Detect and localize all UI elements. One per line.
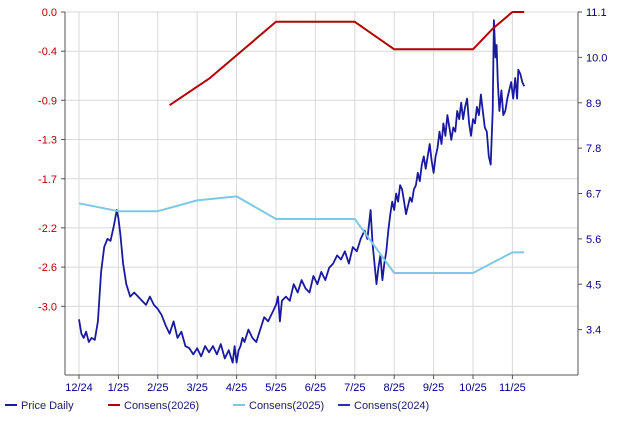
series-line-consens-2026 [169, 11, 525, 107]
x-tick-label: 10/25 [459, 382, 487, 394]
x-tick-label: 11/25 [499, 382, 526, 394]
left-tick-label: -3.0 [38, 301, 57, 313]
grid-lines [65, 11, 578, 375]
legend-label-price-daily: Price Daily [21, 400, 74, 412]
left-tick-label: 0.0 [42, 7, 57, 19]
x-tick-label: 12/24 [65, 382, 93, 394]
x-tick-label: 6/25 [305, 382, 326, 394]
left-tick-label: -2.2 [38, 223, 57, 235]
left-tick-label: -2.6 [38, 262, 57, 274]
x-tick-label: 8/25 [383, 382, 404, 394]
x-tick-label: 7/25 [344, 382, 365, 394]
right-tick-label: 10.0 [586, 52, 607, 64]
right-tick-label: 8.9 [586, 98, 601, 110]
right-tick-label: 6.7 [586, 189, 601, 201]
left-tick-label: -0.4 [38, 46, 57, 58]
series-line-consens-2025 [78, 195, 525, 274]
legend-label-consens-2026: Consens(2026) [124, 400, 199, 412]
left-tick-label: -1.7 [38, 174, 57, 186]
x-tick-label: 4/25 [226, 382, 247, 394]
right-tick-label: 3.4 [586, 325, 601, 337]
plot-area [65, 12, 578, 375]
right-tick-label: 5.6 [586, 234, 601, 246]
right-tick-label: 11.1 [586, 7, 607, 19]
left-tick-label: -0.9 [38, 95, 57, 107]
right-tick-label: 4.5 [586, 279, 601, 291]
axes: 0.0 -0.4 -0.9 -1.3 -1.7 -2.2 -2.6 -3.0 11.1 10.0 8… [38, 7, 607, 394]
series [78, 11, 526, 364]
left-tick-label: -1.3 [38, 135, 57, 147]
legend-label-consens-2025: Consens(2025) [249, 400, 324, 412]
x-tick-label: 3/25 [186, 382, 207, 394]
x-tick-label: 2/25 [147, 382, 168, 394]
legend: Price Daily Consens(2026) Consens(2025) Con… [5, 400, 429, 412]
x-tick-label: 9/25 [423, 382, 444, 394]
legend-label-consens-2024: Consens(2024) [354, 400, 429, 412]
x-tick-label: 5/25 [265, 382, 286, 394]
right-tick-label: 7.8 [586, 143, 601, 155]
x-tick-label: 1/25 [108, 382, 129, 394]
